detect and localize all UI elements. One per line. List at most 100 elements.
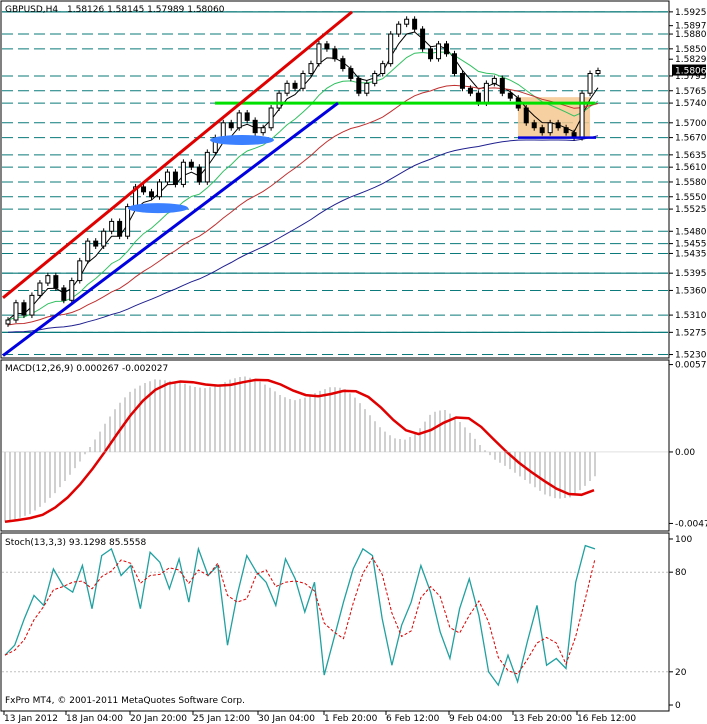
macd-signal-line [4, 378, 595, 523]
x-tick-label-5: 1 Feb 20:00 [324, 714, 378, 724]
candle-body-34 [276, 92, 282, 109]
candle-body-21 [172, 171, 178, 185]
price-tick-label-13: 1.55500 [675, 193, 707, 203]
candle-body-47 [380, 63, 386, 74]
candle-body-45 [364, 82, 370, 94]
price-tick-label-22: 1.52300 [675, 351, 707, 361]
stoch-tick-label-2: 20 [675, 668, 687, 678]
candle-body-67 [539, 127, 545, 134]
x-tick-label-3: 25 Jan 12:00 [193, 714, 250, 724]
candle-body-30 [244, 112, 250, 121]
x-tick-label-7: 9 Feb 04:00 [449, 714, 503, 724]
candle-body-27 [220, 122, 226, 139]
candle-body-68 [547, 122, 553, 134]
price-tick-label-11: 1.56100 [675, 163, 707, 173]
price-tick-label-8: 1.57000 [675, 119, 707, 129]
macd-label: MACD(12,26,9) 0.000267 -0.002027 [5, 364, 168, 374]
candle-body-69 [555, 122, 561, 129]
ma-red-line [7, 84, 599, 326]
macd-tick-label-1: 0.00 [675, 448, 695, 458]
copyright: FxPro MT4, © 2001-2011 MetaQuotes Softwa… [5, 696, 245, 706]
channel-upper-line [2, 10, 353, 299]
candle-body-5 [45, 275, 51, 284]
candle-body-70 [563, 127, 569, 134]
price-tick-label-5: 1.57950 [675, 72, 707, 82]
price-tick-label-21: 1.52750 [675, 328, 707, 338]
candle-body-25 [204, 151, 210, 183]
price-tick-label-16: 1.54550 [675, 240, 707, 250]
candle-body-12 [101, 230, 107, 247]
candle-body-51 [412, 18, 418, 30]
candle-body-48 [388, 33, 394, 65]
price-tick-label-4: 1.58290 [675, 55, 707, 65]
candle-body-23 [188, 161, 194, 168]
candle-body-2 [21, 302, 27, 316]
current-price-marker [672, 64, 706, 76]
price-tick-label-15: 1.54800 [675, 227, 707, 237]
candle-body-55 [444, 43, 450, 55]
candle-body-49 [396, 23, 402, 35]
axes: 1.59250 1.589701.58800 1.585001.58290 1.579… [2, 8, 707, 724]
price-tick-label-3: 1.58500 [675, 45, 707, 55]
candle-body-36 [292, 82, 298, 89]
x-tick-label-9: 16 Feb 12:00 [577, 714, 636, 724]
stoch-tick-label-1: 80 [675, 568, 687, 578]
price-tick-label-10: 1.56350 [675, 151, 707, 161]
candle-body-11 [93, 240, 99, 247]
candle-body-61 [491, 77, 497, 84]
price-tick-label-7: 1.57400 [675, 99, 707, 109]
price-plot [2, 10, 668, 357]
price-tick-label-20: 1.53100 [675, 311, 707, 321]
candle-body-43 [348, 68, 354, 79]
macd-tick-label-0: 0.005764 [675, 361, 707, 371]
stoch-tick-label-0: 100 [675, 535, 692, 545]
candle-body-44 [356, 77, 362, 94]
candle-body-73 [587, 72, 593, 94]
candle-body-13 [109, 220, 115, 232]
candle-body-74 [595, 70, 601, 74]
candle-body-72 [579, 92, 585, 139]
stoch-label: Stoch(13,3,3) 93.1298 85.5558 [5, 538, 146, 548]
ma-navy-line [7, 135, 599, 333]
candle-body-60 [483, 82, 489, 104]
x-tick-label-1: 18 Jan 04:00 [66, 714, 123, 724]
ma-green-line [7, 51, 599, 321]
candle-body-38 [308, 63, 314, 74]
candle-body-35 [284, 82, 290, 94]
candle-body-1 [13, 302, 19, 321]
candle-body-52 [420, 28, 426, 50]
candle-body-58 [467, 87, 473, 94]
candle-body-50 [404, 18, 410, 25]
price-tick-label-1: 1.58970 [675, 22, 707, 32]
candle-body-63 [507, 92, 513, 99]
price-tick-label-12: 1.55800 [675, 178, 707, 188]
stoch-main-line [4, 544, 596, 687]
stoch-panel[interactable] [0, 532, 670, 712]
touch-ellipse-2 [210, 135, 274, 146]
candle-body-29 [236, 112, 242, 129]
candle-body-65 [523, 107, 529, 124]
candle-body-9 [77, 260, 83, 282]
candle-body-37 [300, 72, 306, 89]
candle-body-3 [29, 294, 35, 316]
x-tick-label-2: 20 Jan 20:00 [130, 714, 187, 724]
candle-body-32 [260, 127, 266, 134]
candle-body-0 [5, 319, 11, 325]
candle-body-46 [372, 72, 378, 84]
candle-body-15 [125, 206, 131, 237]
candle-body-41 [332, 48, 338, 60]
candle-body-53 [428, 48, 434, 60]
candle-body-33 [268, 107, 274, 129]
stoch-plot [2, 544, 668, 687]
chart-header: GBPUSD,H4 [5, 5, 58, 15]
price-tick-label-19: 1.53600 [675, 286, 707, 296]
candle-body-31 [252, 119, 258, 134]
price-tick-label-9: 1.56700 [675, 134, 707, 144]
candle-body-8 [69, 280, 75, 301]
candle-body-54 [436, 43, 442, 60]
x-tick-label-0: 13 Jan 2012 [4, 714, 58, 724]
channel-lower-line [2, 101, 339, 357]
ohlc-values: 1.58126 1.58145 1.57989 1.58060 [67, 5, 225, 15]
candle-body-56 [451, 53, 457, 74]
price-tick-label-14: 1.55250 [675, 205, 707, 215]
